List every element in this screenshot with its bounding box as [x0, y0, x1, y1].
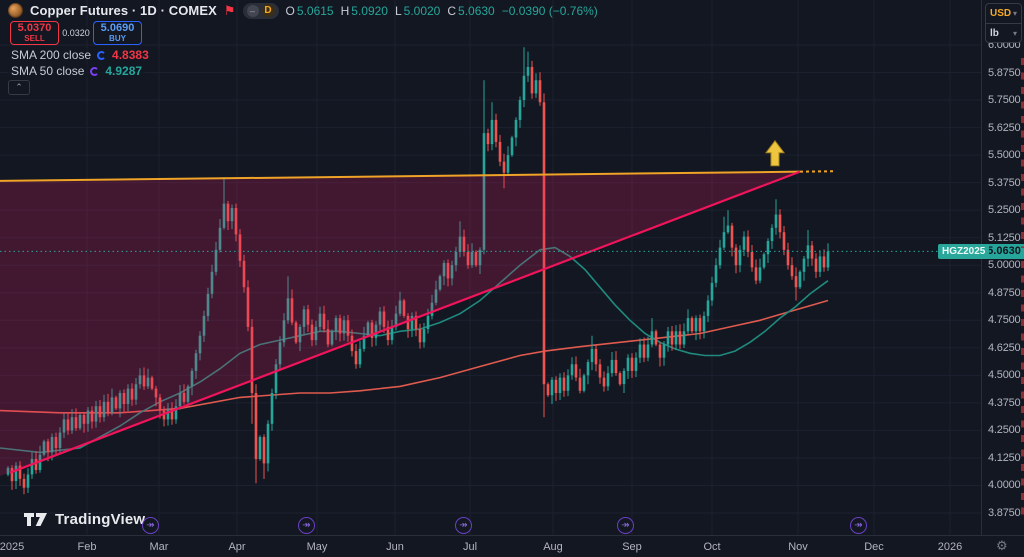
currency-dropdown[interactable]: USD ▾ [986, 4, 1021, 23]
collapse-legend-button[interactable]: ⌃ [8, 80, 30, 95]
contract-rollover-icon[interactable]: ↠ [298, 517, 315, 534]
price-tick: 5.2500 [988, 204, 1021, 217]
symbol-title[interactable]: Copper Futures · 1D · COMEX [30, 3, 217, 18]
time-tick: 2026 [937, 540, 963, 553]
buy-label: BUY [109, 33, 126, 43]
time-tick: Jul [462, 540, 478, 553]
time-tick: Apr [228, 540, 246, 553]
settings-gear-icon[interactable]: ⚙ [996, 538, 1008, 553]
price-tick: 4.0000 [988, 479, 1021, 492]
time-axis[interactable]: 2025 Feb Mar Apr May Jun Jul Aug Sep Oct Nov Dec 202… [0, 535, 1024, 557]
tradingview-logo-text: TradingView [55, 511, 146, 528]
price-tick: 5.0000 [988, 259, 1021, 272]
unit-dropdown[interactable]: lb ▾ [986, 23, 1021, 42]
symbol-header: Copper Futures · 1D · COMEX ⚑ – D O 5.061… [8, 2, 598, 19]
time-tick: Feb [77, 540, 97, 553]
sell-label: SELL [24, 33, 45, 43]
contract-tag[interactable]: HGZ2025 [938, 243, 990, 259]
contract-rollover-icon[interactable]: ↠ [455, 517, 472, 534]
change-value: −0.0390 (−0.76%) [501, 3, 598, 18]
unit-value: lb [990, 27, 999, 39]
tradingview-logo-icon [24, 513, 47, 526]
sma200-value: 4.8383 [112, 48, 149, 62]
price-tick: 5.8750 [988, 66, 1021, 79]
loading-spinner-icon [90, 66, 100, 76]
price-tick: 4.8750 [988, 286, 1021, 299]
indicator-row-sma200[interactable]: SMA 200 close 4.8383 [8, 48, 152, 62]
price-tick: 5.1250 [988, 231, 1021, 244]
edge-candle-marks [1021, 58, 1024, 520]
open-label: O [285, 3, 295, 18]
time-tick: Dec [864, 540, 884, 553]
chevron-down-icon: ▾ [1012, 9, 1017, 18]
contract-rollover-icon[interactable]: ↠ [142, 517, 159, 534]
price-tick: 4.5000 [988, 369, 1021, 382]
candlestick-chart-canvas[interactable] [0, 0, 981, 535]
price-tick: 5.3750 [988, 176, 1021, 189]
interval-pill[interactable]: – D [242, 2, 279, 19]
currency-value: USD [990, 8, 1012, 19]
time-tick: Sep [622, 540, 642, 553]
high-label: H [340, 3, 350, 18]
price-tick: 4.6250 [988, 341, 1021, 354]
sell-price: 5.0370 [17, 22, 52, 35]
symbol-logo-icon[interactable] [8, 3, 23, 18]
low-value: 5.0020 [403, 3, 441, 18]
price-tick: 4.3750 [988, 396, 1021, 409]
up-arrow-marker [765, 139, 785, 167]
price-tick: 5.5000 [988, 149, 1021, 162]
trade-panel: 5.0370 SELL 0.0320 5.0690 BUY [10, 21, 142, 45]
close-value: 5.0630 [458, 3, 495, 18]
low-label: L [394, 3, 402, 18]
indicator-row-sma50[interactable]: SMA 50 close 4.9287 [8, 64, 146, 78]
chevron-down-icon: ▾ [1012, 28, 1017, 38]
time-tick: Mar [149, 540, 169, 553]
more-icon[interactable]: – [246, 4, 259, 17]
contract-rollover-icon[interactable]: ↠ [850, 517, 867, 534]
interval-badge[interactable]: D [261, 4, 275, 17]
open-value: 5.0615 [296, 3, 334, 18]
edge-current-mark [1021, 248, 1024, 255]
time-tick: Nov [788, 540, 808, 553]
time-tick: Aug [543, 540, 563, 553]
current-price-label: 5.0630 [983, 243, 1024, 259]
price-axis[interactable]: USD ▾ lb ▾ 5.0630 6.0000 5.8750 5.7500 5.62… [981, 0, 1024, 535]
sma50-label: SMA 50 close [11, 64, 85, 78]
price-tick: 4.1250 [988, 451, 1021, 464]
price-tick: 4.2500 [988, 424, 1021, 437]
high-value: 5.0920 [351, 3, 388, 18]
spread-value: 0.0320 [59, 26, 93, 40]
flag-icon[interactable]: ⚑ [223, 3, 236, 18]
unit-selector: USD ▾ lb ▾ [985, 3, 1022, 43]
sell-button[interactable]: 5.0370 SELL [10, 21, 59, 45]
buy-price: 5.0690 [100, 22, 135, 35]
time-tick: Oct [703, 540, 721, 553]
tradingview-logo[interactable]: TradingView [24, 511, 145, 528]
loading-spinner-icon [97, 50, 107, 60]
sma200-label: SMA 200 close [11, 48, 92, 62]
close-label: C [447, 3, 457, 18]
price-tick: 4.7500 [988, 314, 1021, 327]
price-tick: 5.7500 [988, 94, 1021, 107]
time-tick: Jun [386, 540, 404, 553]
buy-button[interactable]: 5.0690 BUY [93, 21, 142, 45]
price-tick: 5.6250 [988, 121, 1021, 134]
contract-rollover-icon[interactable]: ↠ [617, 517, 634, 534]
price-tick: 3.8750 [988, 506, 1021, 519]
ohlc-readout: O 5.0615 H 5.0920 L 5.0020 C 5.0630 −0.0390 … [286, 4, 598, 18]
sma50-value: 4.9287 [105, 64, 143, 78]
time-tick: May [306, 540, 328, 553]
time-tick: 2025 [0, 540, 25, 553]
